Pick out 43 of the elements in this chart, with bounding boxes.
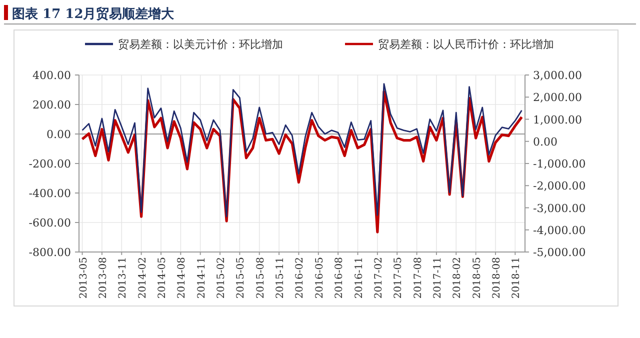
x-tick-label: 2014-08: [176, 257, 188, 299]
x-tick-label: 2015-08: [255, 257, 266, 299]
x-tick-label: 2018-08: [491, 257, 502, 299]
x-tick-label: 2016-05: [314, 257, 326, 299]
y-tick-label: 0.00: [46, 128, 71, 141]
x-tick-label: 2013-11: [118, 257, 129, 299]
x-tick-label: 2014-05: [156, 257, 168, 299]
y2-tick-label: 2,000.00: [533, 91, 582, 104]
line-series: [82, 83, 522, 218]
x-tick-label: 2013-08: [98, 257, 109, 299]
y-tick-label: 400.00: [32, 69, 71, 82]
x-tick-label: 2017-02: [373, 257, 384, 299]
legend-label: 贸易差额：以美元计价：环比增加: [118, 38, 283, 51]
x-tick-label: 2013-05: [78, 257, 90, 299]
chart-title: 图表 17 12月贸易顺差增大: [12, 6, 176, 22]
y2-tick-label: -2,000.00: [533, 180, 586, 193]
y-tick-label: -800.00: [28, 246, 71, 259]
y-tick-label: -200.00: [28, 158, 71, 170]
legend-label: 贸易差额：以人民币计价：环比增加: [378, 38, 554, 51]
x-tick-label: 2016-11: [354, 257, 365, 299]
x-tick-label: 2018-11: [511, 257, 522, 299]
x-tick-label: 2015-11: [275, 257, 286, 299]
y-tick-label: 200.00: [32, 98, 71, 112]
x-tick-label: 2018-05: [472, 257, 483, 299]
y2-tick-label: -4,000.00: [533, 224, 586, 237]
y2-tick-label: 3,000.00: [533, 69, 582, 82]
x-tick-label: 2015-05: [236, 257, 247, 299]
y-tick-label: -600.00: [28, 216, 71, 230]
x-tick-label: 2017-08: [412, 257, 424, 299]
y-tick-label: -400.00: [28, 187, 71, 200]
x-tick-label: 2015-02: [216, 257, 228, 299]
y2-tick-label: -5,000.00: [533, 246, 586, 259]
y2-tick-label: -1,000.00: [533, 158, 586, 170]
x-tick-label: 2017-11: [432, 257, 444, 299]
y2-tick-label: 0.00: [533, 135, 558, 148]
x-tick-label: 2014-02: [137, 257, 148, 299]
x-tick-label: 2017-05: [393, 257, 404, 299]
y2-tick-label: -3,000.00: [533, 202, 586, 215]
x-tick-label: 2018-02: [452, 257, 464, 299]
x-tick-label: 2014-11: [196, 257, 208, 299]
x-tick-label: 2016-02: [294, 257, 306, 299]
y2-tick-label: 1,000.00: [533, 113, 582, 126]
x-tick-label: 2016-08: [334, 257, 346, 299]
